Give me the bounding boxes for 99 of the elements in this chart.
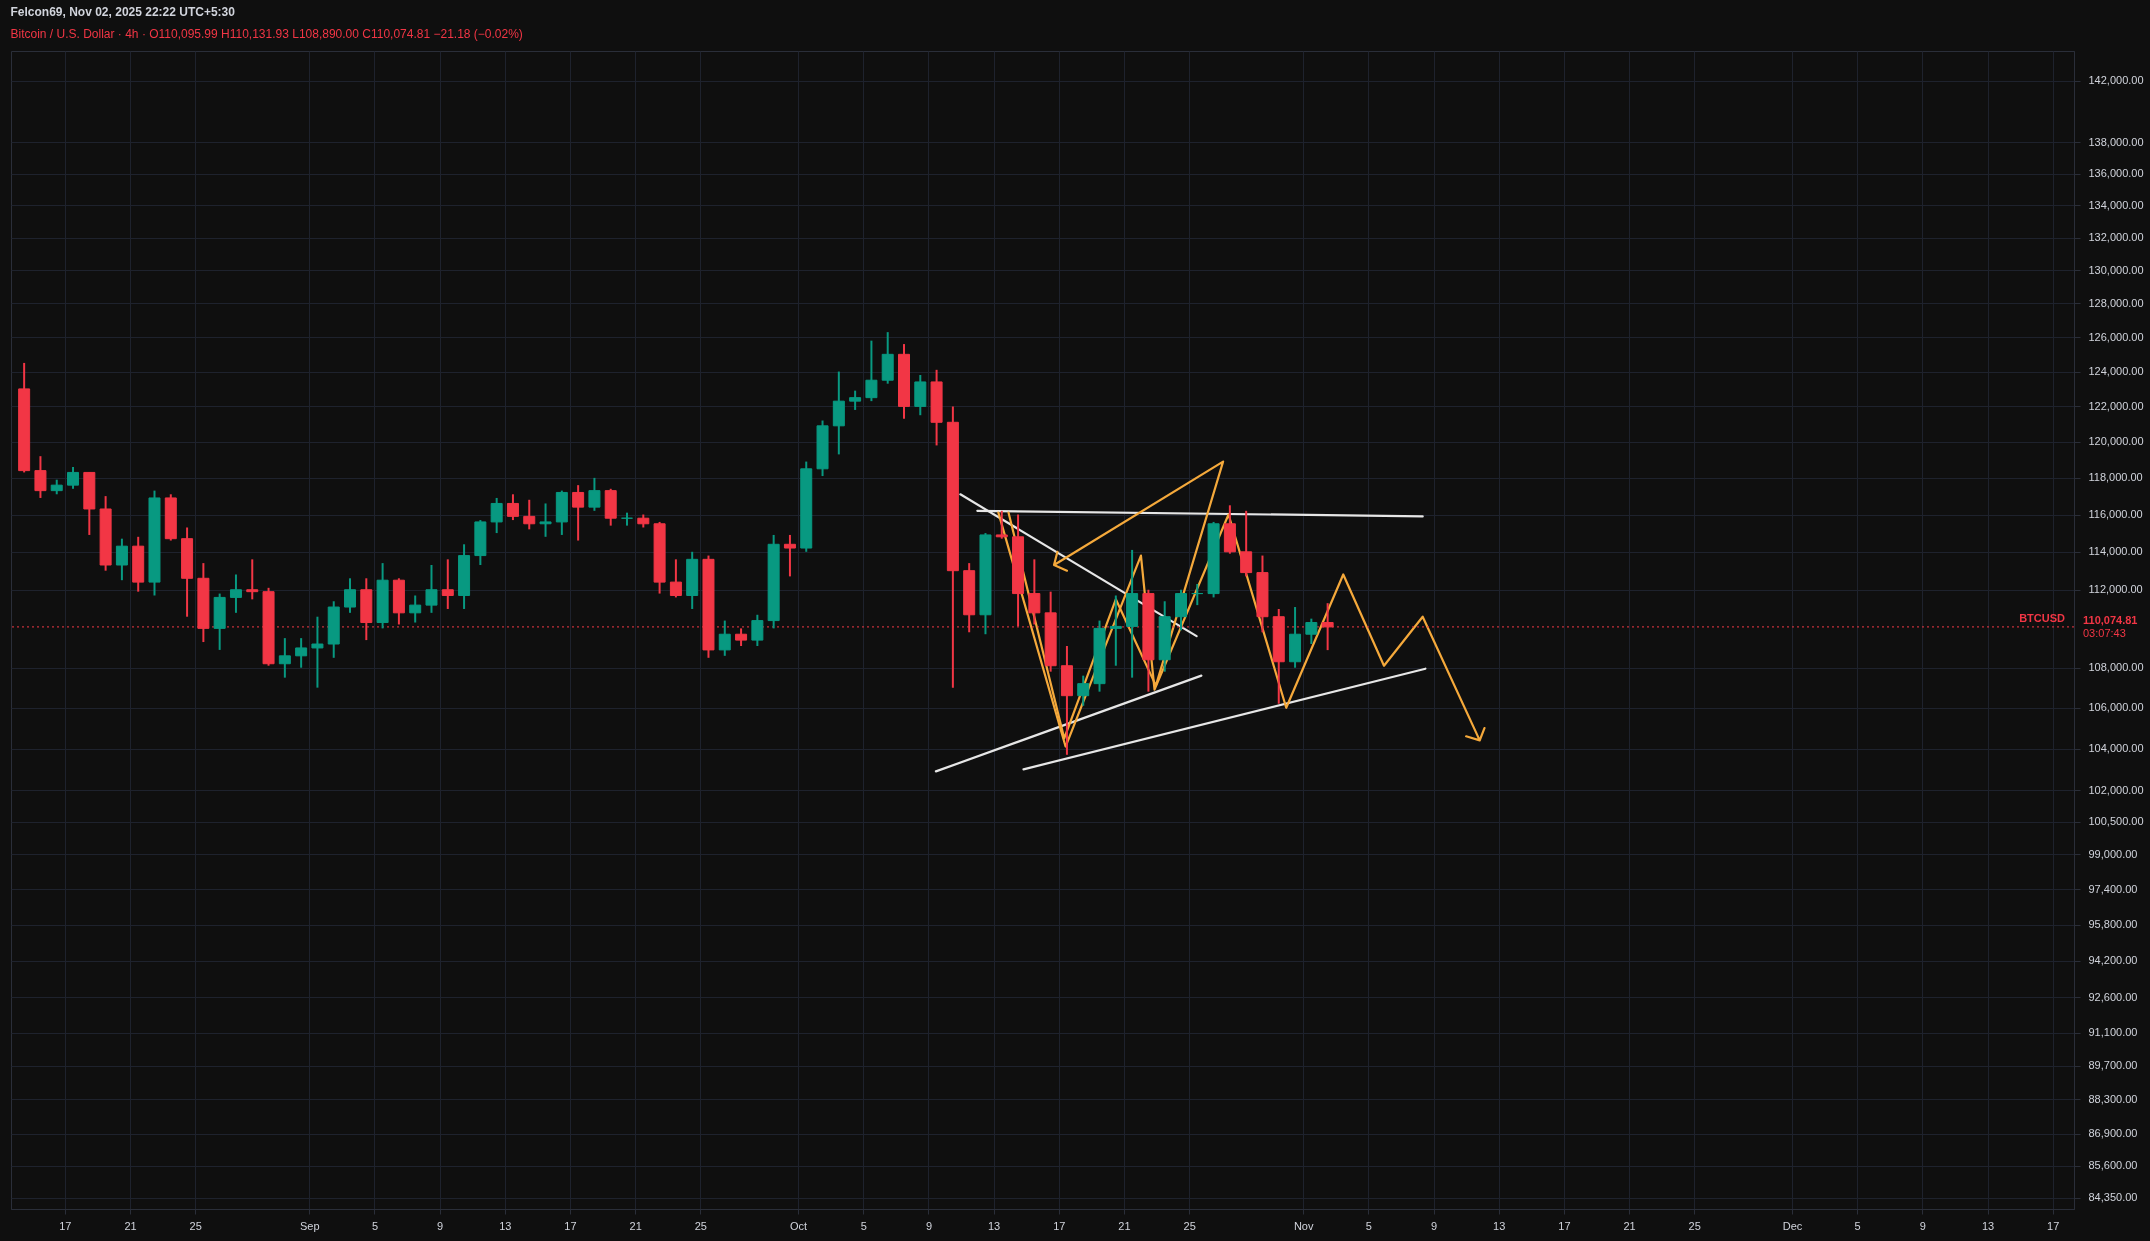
candlestick: [425, 564, 438, 614]
candlestick: [751, 613, 764, 647]
y-tick-label: 104,000.00: [2088, 742, 2144, 755]
x-tick-label: 21: [124, 1219, 137, 1232]
candlestick: [295, 637, 308, 669]
x-tick-label: 5: [1365, 1219, 1372, 1232]
x-tick-label: 17: [1558, 1219, 1571, 1232]
candlestick: [344, 577, 357, 614]
y-tick-label: 120,000.00: [2088, 435, 2144, 448]
x-tick-label: 9: [437, 1219, 444, 1232]
y-tick-label: 124,000.00: [2088, 365, 2144, 378]
candlestick: [1305, 617, 1318, 646]
candlestick: [229, 573, 242, 614]
x-tick-label: 9: [1919, 1219, 1926, 1232]
x-tick-label: Sep: [300, 1219, 320, 1232]
y-tick-label: 130,000.00: [2088, 263, 2144, 276]
y-tick-label: 116,000.00: [2088, 508, 2143, 521]
x-tick-label: 25: [1183, 1219, 1196, 1232]
y-tick-label: 86,900.00: [2088, 1127, 2138, 1140]
y-tick-label: 108,000.00: [2088, 661, 2144, 674]
candlestick: [506, 493, 519, 522]
candlestick: [246, 558, 259, 601]
y-tick-label: 100,500.00: [2088, 815, 2144, 828]
candlestick: [1191, 583, 1204, 607]
x-tick-label: 5: [1854, 1219, 1861, 1232]
candlestick: [311, 615, 324, 689]
candlestick: [539, 502, 552, 538]
candlestick: [409, 594, 422, 624]
candlestick: [865, 339, 878, 403]
candlestick: [490, 496, 503, 535]
y-tick-label: 118,000.00: [2088, 471, 2143, 484]
x-tick-label: Dec: [1782, 1219, 1803, 1232]
candlestick: [1321, 602, 1334, 652]
candlestick: [718, 619, 731, 657]
x-tick-label: 25: [1688, 1219, 1701, 1232]
x-tick-label: 17: [59, 1219, 72, 1232]
text: 110,074.81: [2083, 613, 2138, 626]
x-tick-label: 17: [2047, 1219, 2060, 1232]
y-tick-label: 85,600.00: [2088, 1159, 2138, 1172]
x-tick-label: 21: [1623, 1219, 1636, 1232]
y-tick-label: 84,350.00: [2088, 1191, 2138, 1204]
x-tick-label: 13: [987, 1219, 1001, 1232]
y-tick-label: 134,000.00: [2088, 198, 2144, 211]
x-tick-label: 25: [189, 1219, 202, 1232]
candlestick: [1175, 588, 1187, 632]
candlestick: [588, 476, 601, 512]
text: 03:07:43: [2083, 626, 2126, 639]
candlestick: [621, 511, 634, 527]
candlestick: [849, 389, 862, 411]
x-tick-label: 21: [629, 1219, 642, 1232]
y-tick-label: 132,000.00: [2088, 231, 2144, 244]
x-tick-label: 17: [564, 1219, 577, 1232]
y-tick-label: 99,000.00: [2088, 847, 2138, 860]
x-tick-label: 5: [371, 1219, 379, 1232]
y-tick-label: 114,000.00: [2088, 545, 2143, 558]
x-tick-label: Oct: [790, 1219, 808, 1232]
candlestick: [441, 558, 454, 610]
candlestick: [1028, 558, 1041, 626]
ref-line-label: BTCUSD: [2019, 611, 2066, 624]
candlestick: [669, 558, 682, 599]
y-tick-label: 95,800.00: [2088, 918, 2138, 931]
y-tick-label: 128,000.00: [2088, 296, 2144, 309]
x-tick-label: 13: [499, 1219, 512, 1232]
candlestick: [523, 498, 536, 531]
y-tick-label: 122,000.00: [2088, 399, 2144, 412]
y-tick-label: 112,000.00: [2088, 583, 2143, 596]
y-tick-label: 88,300.00: [2088, 1092, 2138, 1105]
candlestick: [115, 537, 128, 582]
y-tick-label: 92,600.00: [2088, 991, 2138, 1003]
x-tick-label: 9: [925, 1219, 933, 1232]
x-tick-label: 25: [694, 1219, 707, 1232]
y-tick-label: 126,000.00: [2088, 330, 2144, 343]
y-tick-label: 97,400.00: [2088, 882, 2138, 895]
candlestick: [572, 484, 585, 542]
candlestick: [34, 455, 47, 499]
y-tick-label: 136,000.00: [2088, 167, 2144, 180]
candlestick: [67, 466, 80, 490]
candlestick: [1240, 509, 1253, 578]
candlestick: [278, 637, 291, 679]
candlestick: [1109, 594, 1122, 667]
y-tick-label: 89,700.00: [2088, 1059, 2138, 1072]
x-tick-label: Nov: [1293, 1219, 1314, 1232]
y-tick-label: 91,100.00: [2088, 1026, 2138, 1038]
x-tick-label: 21: [1118, 1219, 1131, 1232]
chart-title: Felcon69, Nov 02, 2025 22:22 UTC+5:30: [10, 5, 236, 19]
chart-subtitle: Bitcoin / U.S. Dollar · 4h · O110,095.99 H110,131.93 L108,890.00 C110,074.81 −21.18 (−0.02%): [10, 27, 523, 41]
y-tick-label: 102,000.00: [2088, 783, 2144, 796]
x-tick-label: 13: [1493, 1219, 1506, 1232]
x-tick-label: 17: [1053, 1219, 1066, 1232]
y-tick-label: 138,000.00: [2088, 135, 2144, 148]
x-tick-label: 9: [1430, 1219, 1438, 1232]
candlestick: [783, 533, 796, 578]
x-tick-label: 5: [860, 1219, 867, 1232]
candlestick: [1077, 674, 1090, 707]
y-tick-label: 94,200.00: [2088, 954, 2138, 967]
y-tick-label: 106,000.00: [2088, 701, 2144, 714]
y-tick-label: 142,000.00: [2088, 74, 2144, 87]
x-tick-label: 13: [1981, 1219, 1995, 1232]
candlestick: [995, 509, 1008, 540]
